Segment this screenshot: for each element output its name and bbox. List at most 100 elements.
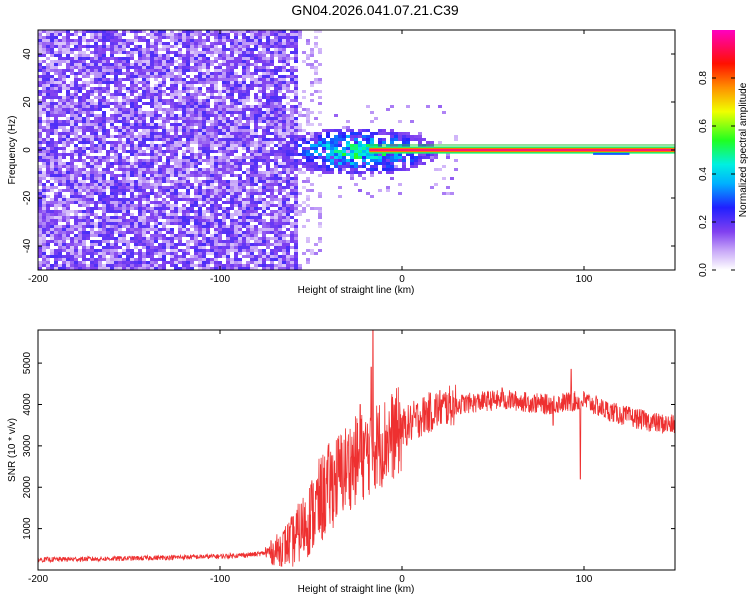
spectrogram-cell <box>234 102 238 105</box>
spectrogram-cell <box>98 45 102 48</box>
spectrogram-cell <box>62 210 66 213</box>
spectrogram-cell <box>110 267 114 270</box>
spectrogram-cell <box>218 69 222 72</box>
spectrogram-cell <box>222 129 226 132</box>
spectrogram-cell <box>262 153 266 156</box>
spectrogram-cell <box>318 216 322 219</box>
spectrogram-cell <box>86 213 90 216</box>
spectrogram-cell <box>286 249 290 252</box>
spectrogram-cell <box>282 60 286 63</box>
spectrogram-cell <box>234 117 238 120</box>
spectrogram-cell <box>286 150 290 153</box>
spectrogram-cell <box>54 252 58 255</box>
spectrogram-cell <box>186 219 190 222</box>
spectrogram-cell <box>306 162 310 165</box>
spectrogram-cell <box>310 51 314 54</box>
spectrogram-cell <box>278 135 282 138</box>
spectrogram-cell <box>238 195 242 198</box>
spectrogram-cell <box>50 156 54 159</box>
spectrogram-cell <box>126 210 130 213</box>
spectrogram-cell <box>242 72 246 75</box>
spectrogram-cell <box>66 99 70 102</box>
spectrogram-cell <box>110 249 114 252</box>
spectrogram-cell <box>266 108 270 111</box>
spectrogram-cell <box>154 228 158 231</box>
spectrogram-cell <box>290 99 294 102</box>
spectrogram-cell <box>250 162 254 165</box>
spectrogram-cell <box>62 153 66 156</box>
spectrogram-cell <box>342 156 346 159</box>
spectrogram-cell <box>294 255 298 258</box>
spectrogram-cell <box>210 54 214 57</box>
spectrogram-cell <box>226 120 230 123</box>
spectrogram-cell <box>202 267 206 270</box>
spectrogram-cell <box>102 240 106 243</box>
spectrogram-cell <box>298 33 302 36</box>
spectrogram-cell <box>118 201 122 204</box>
spectrogram-cell <box>186 264 190 267</box>
spectrogram-cell <box>174 84 178 87</box>
spectrogram-cell <box>102 228 106 231</box>
spectrogram-cell <box>66 186 70 189</box>
spectrogram-cell <box>270 51 274 54</box>
spectrogram-cell <box>226 267 230 270</box>
spectrogram-cell <box>182 123 186 126</box>
spectrogram-cell <box>118 57 122 60</box>
spectrogram-cell <box>290 210 294 213</box>
spectrogram-cell <box>262 225 266 228</box>
spectrogram-cell <box>210 237 214 240</box>
spectrogram-cell <box>214 222 218 225</box>
spectrogram-cell <box>42 264 46 267</box>
spectrogram-cell <box>286 192 290 195</box>
spectrogram-cell <box>70 171 74 174</box>
spectrogram-cell <box>242 30 246 33</box>
spectrogram-cell <box>390 138 394 141</box>
spectrogram-cell <box>214 111 218 114</box>
spectrogram-cell <box>362 138 366 141</box>
spectrogram-cell <box>62 249 66 252</box>
spectrogram-cell <box>246 219 250 222</box>
spectrogram-cell <box>86 258 90 261</box>
spectrogram-cell <box>158 81 162 84</box>
spectrogram-cell <box>182 231 186 234</box>
spectrogram-cell <box>78 222 82 225</box>
spectrogram-cell <box>182 150 186 153</box>
spectrogram-cell <box>170 129 174 132</box>
spectrogram-cell <box>82 102 86 105</box>
spectrogram-cell <box>198 219 202 222</box>
spectrogram-cell <box>234 99 238 102</box>
spectrogram-cell <box>306 150 310 153</box>
spectrogram-cell <box>194 216 198 219</box>
spectrogram-cell <box>358 171 362 174</box>
spectrogram-cell <box>218 249 222 252</box>
spectrogram-cell <box>46 90 50 93</box>
spectrogram-cell <box>50 198 54 201</box>
spectrogram-cell <box>234 147 238 150</box>
spectrogram-cell <box>42 222 46 225</box>
spectrogram-cell <box>270 150 274 153</box>
spectrogram-cell <box>118 231 122 234</box>
spectrogram-cell <box>42 225 46 228</box>
spectrogram-cell <box>174 249 178 252</box>
spectrogram-cell <box>46 153 50 156</box>
spectrogram-cell <box>178 69 182 72</box>
spectrogram-cell <box>242 240 246 243</box>
spectrogram-cell <box>134 258 138 261</box>
spectrogram-cell <box>182 81 186 84</box>
spectrogram-cell <box>178 168 182 171</box>
spectrogram-cell <box>58 195 62 198</box>
spectrogram-cell <box>142 219 146 222</box>
spectrogram-cell <box>226 72 230 75</box>
spectrogram-cell <box>130 249 134 252</box>
spectrogram-cell <box>90 243 94 246</box>
spectrogram-cell <box>142 192 146 195</box>
spectrogram-cell <box>86 54 90 57</box>
spectrogram-cell <box>294 141 298 144</box>
spectrogram-cell <box>194 135 198 138</box>
spectrogram-cell <box>230 195 234 198</box>
spectrogram-cell <box>266 207 270 210</box>
spectrogram-cell <box>154 174 158 177</box>
spectrogram-cell <box>142 57 146 60</box>
spectrogram-cell <box>218 165 222 168</box>
spectrogram-cell <box>46 111 50 114</box>
